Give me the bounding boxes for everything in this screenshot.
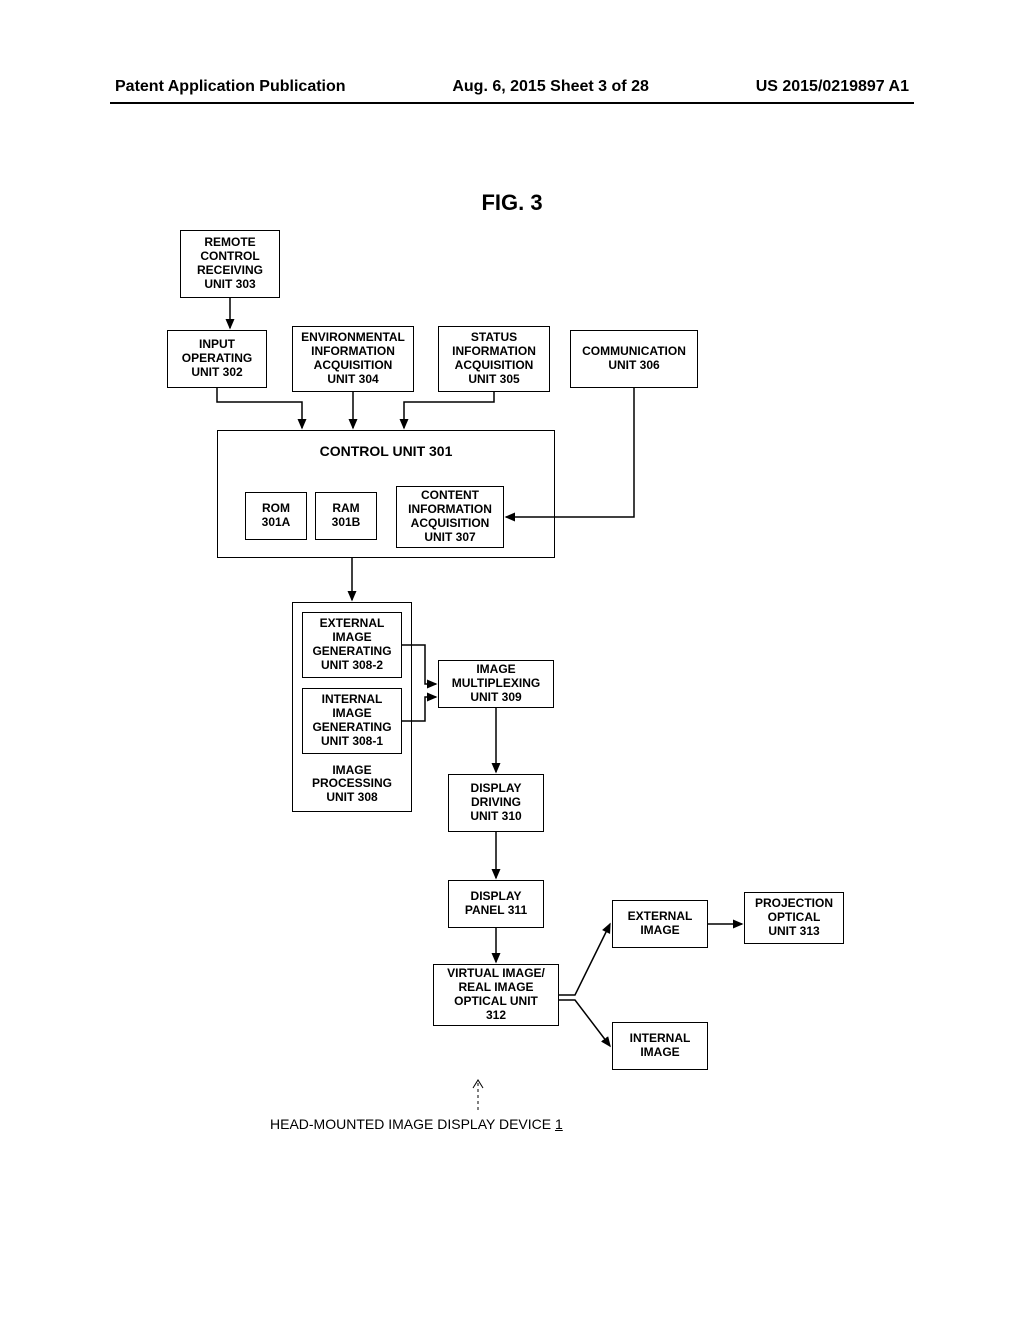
caption-ref: 1	[555, 1116, 563, 1132]
device-caption: HEAD-MOUNTED IMAGE DISPLAY DEVICE 1	[270, 1116, 563, 1132]
page: Patent Application Publication Aug. 6, 2…	[0, 0, 1024, 1320]
caption-text: HEAD-MOUNTED IMAGE DISPLAY DEVICE	[270, 1116, 551, 1132]
